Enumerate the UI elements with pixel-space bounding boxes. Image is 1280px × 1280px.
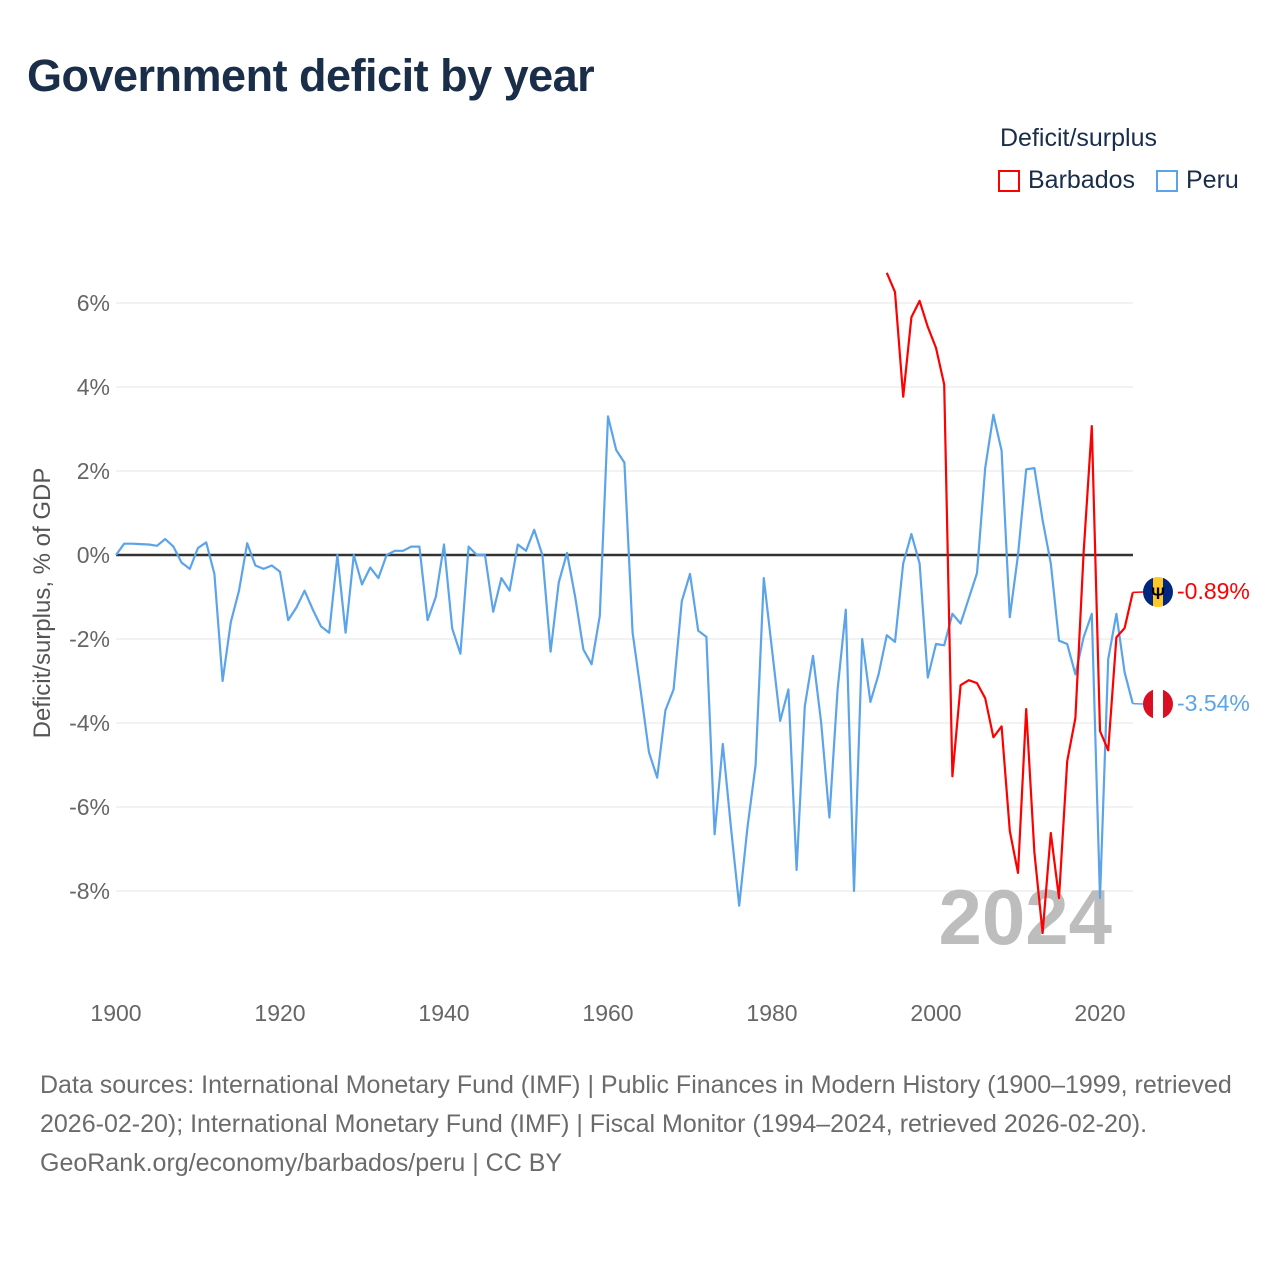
x-tick-label: 1960 — [582, 1000, 633, 1026]
x-tick-label: 1940 — [418, 1000, 469, 1026]
series-line-peru[interactable] — [115, 413, 1134, 907]
x-tick-label: 1920 — [254, 1000, 305, 1026]
flag-barbados-icon: Ψ — [1143, 577, 1173, 607]
y-tick-label: -2% — [69, 626, 110, 652]
legend-swatch-barbados — [998, 169, 1020, 192]
flag-peru-icon — [1143, 689, 1173, 719]
y-tick-label: 4% — [77, 374, 110, 400]
x-tick-label: 2020 — [1074, 1000, 1125, 1026]
y-tick-label: 2% — [77, 458, 110, 484]
series-line-barbados[interactable] — [885, 272, 1134, 935]
x-tick-label: 2000 — [910, 1000, 961, 1026]
chart-title: Government deficit by year — [27, 50, 595, 101]
legend-item-barbados[interactable]: Barbados — [998, 166, 1135, 195]
y-tick-label: 0% — [77, 542, 110, 568]
y-tick-label: 6% — [77, 290, 110, 316]
y-tick-label: -4% — [69, 710, 110, 736]
footer: Data sources: International Monetary Fun… — [40, 1066, 1240, 1183]
legend-label: Peru — [1186, 166, 1239, 194]
legend-item-peru[interactable]: Peru — [1156, 166, 1239, 195]
end-label-peru: -3.54% — [1177, 690, 1250, 716]
svg-text:Ψ: Ψ — [1151, 584, 1165, 603]
legend-label: Barbados — [1028, 166, 1136, 194]
y-axis-label: Deficit/surplus, % of GDP — [29, 468, 56, 739]
x-tick-label: 1900 — [90, 1000, 141, 1026]
legend-swatch-peru — [1156, 169, 1178, 192]
year-watermark: 2024 — [938, 873, 1112, 961]
legend-title: Deficit/surplus — [1000, 124, 1157, 152]
end-label-barbados: -0.89% — [1177, 578, 1250, 604]
data-sources: Data sources: International Monetary Fun… — [40, 1071, 1232, 1138]
source-link[interactable]: GeoRank.org/economy/barbados/peru | CC B… — [40, 1149, 563, 1177]
y-tick-label: -6% — [69, 794, 110, 820]
x-tick-label: 1980 — [746, 1000, 797, 1026]
y-tick-label: -8% — [69, 878, 110, 904]
